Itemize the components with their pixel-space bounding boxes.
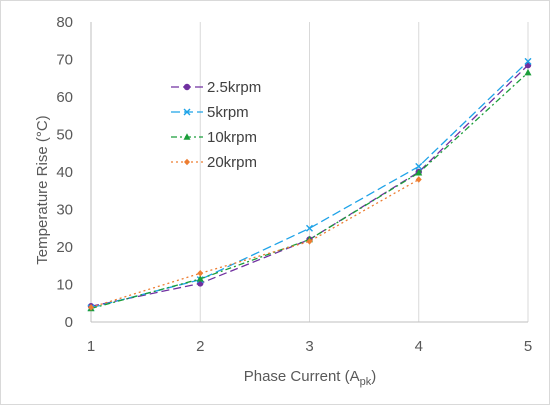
data-point-5krpm-5 bbox=[524, 57, 532, 65]
legend-marker-10krpm bbox=[183, 133, 191, 140]
y-axis-title: Temperature Rise (°C) bbox=[34, 115, 51, 264]
legend-marker-5krpm-stroke-b bbox=[183, 108, 191, 116]
y-tick-label: 70 bbox=[56, 52, 73, 69]
y-tick-label: 0 bbox=[65, 314, 73, 331]
y-tick-label: 50 bbox=[56, 127, 73, 144]
x-tick-label: 4 bbox=[415, 338, 423, 355]
tick-labels: 0 10 20 30 40 50 60 70 80 1 2 3 4 5 bbox=[56, 14, 532, 355]
x-tick-label: 2 bbox=[196, 338, 204, 355]
data-point-5krpm-3-stroke-b bbox=[306, 224, 313, 232]
legend-label-20krpm: 20krpm bbox=[207, 154, 257, 171]
data-point-5krpm-4 bbox=[415, 162, 423, 170]
x-axis-title-close: ) bbox=[371, 368, 376, 385]
x-axis-title: Phase Current (Apk) bbox=[244, 368, 377, 388]
data-point-5krpm-3 bbox=[306, 224, 313, 232]
x-tick-label: 5 bbox=[524, 338, 532, 355]
axes bbox=[90, 22, 528, 323]
legend: 2.5krpm 5krpm 10krpm 20krpm bbox=[171, 79, 261, 171]
series-group bbox=[87, 57, 532, 312]
legend-item-2.5krpm: 2.5krpm bbox=[171, 79, 261, 96]
legend-item-20krpm: 20krpm bbox=[171, 154, 257, 171]
data-point-10krpm-2 bbox=[196, 275, 204, 282]
legend-marker-5krpm bbox=[183, 108, 191, 116]
data-point-20krpm-3 bbox=[306, 238, 313, 245]
data-point-20krpm-2 bbox=[197, 270, 204, 277]
y-tick-label: 80 bbox=[56, 14, 73, 31]
legend-item-5krpm: 5krpm bbox=[171, 104, 249, 121]
series-line-20krpm bbox=[90, 178, 420, 309]
y-tick-label: 60 bbox=[56, 89, 73, 106]
data-point-20krpm-4 bbox=[415, 176, 422, 183]
data-point-10krpm-4 bbox=[415, 168, 423, 176]
y-tick-label: 30 bbox=[56, 202, 73, 219]
data-point-10krpm-5 bbox=[524, 68, 532, 76]
legend-marker-20krpm bbox=[184, 158, 190, 166]
x-tick-label: 3 bbox=[305, 338, 313, 355]
series-20krpm bbox=[88, 176, 422, 311]
x-axis-title-subscript: pk bbox=[360, 376, 372, 388]
x-tick-label: 1 bbox=[87, 338, 95, 355]
data-point-20krpm-1 bbox=[88, 304, 94, 311]
y-tick-label: 20 bbox=[56, 239, 73, 256]
legend-label-5krpm: 5krpm bbox=[207, 104, 249, 121]
series-line-5krpm bbox=[90, 60, 529, 309]
legend-item-10krpm: 10krpm bbox=[171, 129, 257, 146]
data-point-5krpm-5-stroke-b bbox=[524, 57, 532, 65]
y-tick-label: 40 bbox=[56, 164, 73, 181]
x-axis-title-main: Phase Current (A bbox=[244, 368, 360, 385]
legend-label-2.5krpm: 2.5krpm bbox=[207, 79, 261, 96]
legend-marker-2.5krpm bbox=[183, 83, 191, 91]
legend-label-10krpm: 10krpm bbox=[207, 129, 257, 146]
y-tick-label: 10 bbox=[56, 277, 73, 294]
data-point-5krpm-4-stroke-b bbox=[415, 162, 423, 170]
